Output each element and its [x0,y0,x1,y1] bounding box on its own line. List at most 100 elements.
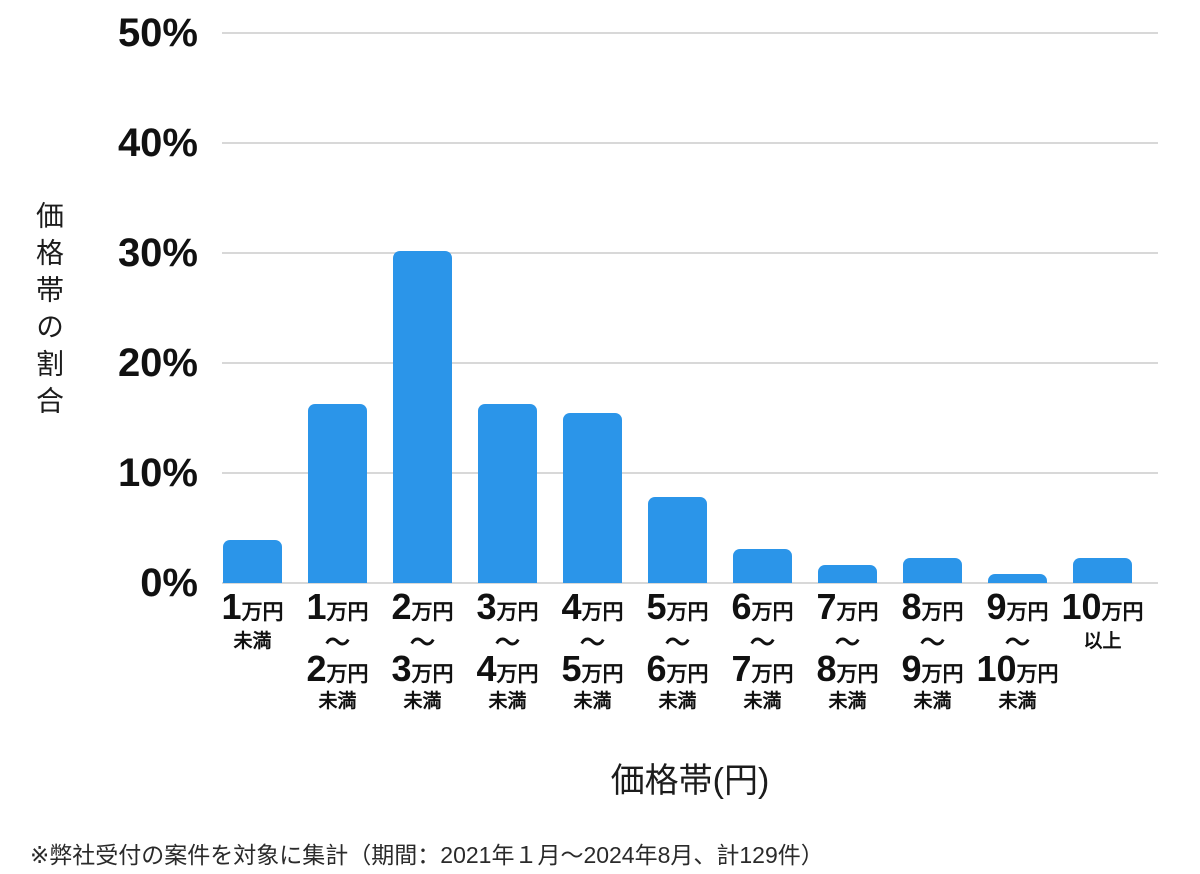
x-label-range-bottom: 6万円 [635,651,720,691]
x-label-number: 6 [731,586,752,627]
x-label-unit: 万円 [666,601,709,624]
x-label-unit: 万円 [411,601,454,624]
x-label-range-top: 10万円 [1060,589,1145,631]
x-label-number: 6 [646,648,667,689]
bar-7万円〜8万円未満 [818,565,877,583]
footnote: ※弊社受付の案件を対象に集計（期間：2021年１月〜2024年8月、計129件） [30,842,824,868]
x-label-7万円〜8万円未満: 7万円〜 8万円 未満 [805,589,890,713]
bar-6万円〜7万円未満 [733,548,792,583]
x-label-number: 5 [561,648,582,689]
x-label-4万円〜5万円未満: 4万円〜 5万円未満 [550,589,635,713]
bar-10万円以上 [1073,557,1132,583]
x-label-number: 10 [976,648,1017,689]
x-label-suffix: 未満 [913,691,952,712]
x-label-unit: 万円 [751,663,794,686]
x-label-unit: 万円 [496,663,539,686]
x-label-number: 1 [306,586,327,627]
gridline-10% [222,472,1158,474]
x-label-tilde-icon: 〜 [579,629,605,657]
x-label-unit: 万円 [921,663,964,686]
x-label-range-top: 4万円 [550,589,635,631]
x-label-number: 7 [816,586,837,627]
gridline-20% [222,362,1158,364]
x-label-suffix: 以上 [1083,631,1122,652]
x-label-number: 2 [391,586,412,627]
bar-2万円〜3万円未満 [393,250,452,583]
x-label-unit: 万円 [326,663,369,686]
x-label-number: 9 [986,586,1007,627]
gridline-50% [222,32,1158,34]
x-label-range-bottom: 3万円 [380,651,465,691]
bar-9万円〜10万円未満 [988,574,1047,583]
x-label-suffix: 未満 [743,691,782,712]
x-label-suffix: 未満 [573,691,612,712]
x-label-range-top: 3万円 [465,589,550,631]
x-label-number: 2 [306,648,327,689]
x-label-suffix: 未満 [488,691,527,712]
x-label-suffix: 未満 [828,691,867,712]
x-label-suffix: 未満 [403,691,442,712]
x-label-suffix: 未満 [318,691,357,712]
x-label-range-top: 7万円 [805,589,890,631]
x-label-range-bottom: 2万円 [295,651,380,691]
x-label-suffix: 未満 [233,631,272,652]
x-label-tilde-icon: 〜 [834,629,860,657]
x-label-range-bottom: 9万円 [890,651,975,691]
x-label-6万円〜7万円未満: 6万円〜 7万円 未満 [720,589,805,713]
x-label-range-top: 1万円 [295,589,380,631]
x-label-range-top: 8万円 [890,589,975,631]
x-label-range-bottom: 4万円 [465,651,550,691]
bar-5万円〜6万円未満 [648,497,707,583]
x-label-range-top: 1万円 [210,589,295,631]
x-label-unit: 万円 [581,663,624,686]
x-label-tilde-icon: 〜 [919,629,945,657]
x-label-number: 8 [901,586,922,627]
gridline-0% [222,582,1158,584]
x-label-unit: 万円 [326,601,369,624]
x-label-unit: 万円 [921,601,964,624]
x-label-range-top: 9万円 [975,589,1060,631]
x-label-tilde-icon: 〜 [494,629,520,657]
plot-area [222,32,1158,584]
x-label-range-top: 6万円 [720,589,805,631]
x-label-number: 1 [221,586,242,627]
x-label-8万円〜9万円未満: 8万円〜 9万円 未満 [890,589,975,713]
x-label-5万円〜6万円未満: 5万円〜 6万円 未満 [635,589,720,713]
x-label-range-bottom: 10万円 [975,651,1060,691]
x-label-number: 5 [646,586,667,627]
x-label-unit: 万円 [1101,601,1144,624]
x-label-range-top: 2万円 [380,589,465,631]
x-axis-title: 価格帯(円) [610,762,770,800]
gridline-30% [222,252,1158,254]
x-label-tilde-icon: 〜 [749,629,775,657]
x-label-1万円〜2万円未満: 1万円〜 2万円 未満 [295,589,380,713]
y-tick-label: 30% [117,231,198,275]
x-label-2万円〜3万円未満: 2万円〜 3万円 未満 [380,589,465,713]
x-label-number: 4 [561,586,582,627]
x-label-unit: 万円 [496,601,539,624]
y-tick-label: 10% [117,451,198,495]
bar-8万円〜9万円未満 [903,557,962,583]
x-label-suffix: 未満 [998,691,1037,712]
x-label-9万円〜10万円未満: 9万円〜 10万円 未満 [975,589,1060,713]
x-label-tilde-icon: 〜 [324,629,350,657]
x-label-10万円以上: 10万円 以上 [1060,589,1145,653]
x-label-range-bottom: 7万円 [720,651,805,691]
x-label-tilde-icon: 〜 [409,629,435,657]
x-label-number: 4 [476,648,497,689]
x-label-range-bottom: 8万円 [805,651,890,691]
x-label-unit: 万円 [751,601,794,624]
x-label-number: 3 [476,586,497,627]
x-label-3万円〜4万円未満: 3万円〜 4万円 未満 [465,589,550,713]
x-label-tilde-icon: 〜 [1004,629,1030,657]
bar-4万円〜5万円未満 [563,412,622,583]
x-label-range-top: 5万円 [635,589,720,631]
bar-1万円〜2万円未満 [308,403,367,583]
x-label-unit: 万円 [1006,601,1049,624]
x-label-unit: 万円 [666,663,709,686]
y-tick-label: 20% [117,341,198,385]
y-tick-label: 40% [117,121,198,165]
y-axis-title: 価格帯の割合 [33,201,64,423]
y-tick-label: 0% [140,561,198,605]
